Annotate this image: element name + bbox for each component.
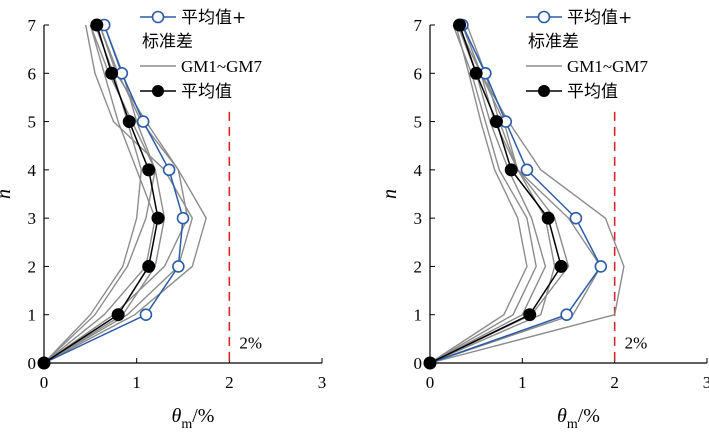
y-tick-label: 5 [414,113,423,132]
point-mean [453,18,467,32]
record-line-gm2 [429,24,602,364]
x-tick-label: 3 [703,373,709,392]
series-line-mean_plus_std [43,24,184,364]
point-mean_plus_std [560,308,573,322]
point-mean [541,211,555,225]
legend-label-mean-plus-std: 平均值+ [181,8,246,28]
point-mean_plus_std [162,163,176,177]
x-tick-label: 1 [518,373,527,392]
y-tick-label: 7 [28,16,37,35]
chart-panel-left: 0 1 2 3 4 5 6 7 0 1 2 3 n θm/% 2% 平均值+ 标准差 GM1~GM7 平均值 [0,8,326,432]
y-tick-label: 0 [28,354,37,373]
point-mean [142,259,156,273]
point-mean_plus_std [139,308,153,322]
point-mean_plus_std [569,211,583,225]
legend-label-mean: 平均值 [567,82,618,102]
x-tick-label: 1 [132,373,141,392]
record-line-gm4 [429,24,547,364]
record-line-gm7 [429,24,528,364]
x-tick-label: 2 [610,373,619,392]
limit-line-label: 2% [625,334,648,353]
x-axis-label-subscript: m [567,417,578,432]
legend-marker-mean [538,85,550,97]
x-tick-label: 2 [225,373,234,392]
record-line-gm6 [43,24,166,364]
record-line-gm5 [429,24,537,364]
point-mean_plus_std [594,260,608,273]
point-mean [90,18,104,32]
y-tick-label: 1 [414,306,423,325]
record-line-gm4 [43,24,143,364]
y-tick-label: 5 [28,113,37,132]
y-tick-label: 2 [28,257,37,276]
point-mean [554,259,568,273]
point-mean_plus_std [172,260,185,273]
point-mean [111,308,125,322]
y-tick-label: 6 [414,64,423,83]
point-mean [142,163,156,177]
x-tick-label: 0 [426,373,435,392]
x-axis-label: θm/% [172,405,215,432]
record-line-gm2 [43,24,189,364]
legend-label-records: GM1~GM7 [567,57,648,76]
point-mean [151,211,165,225]
legend-marker-mean [152,85,164,97]
point-mean_plus_std [176,211,190,225]
point-mean [523,308,537,322]
point-mean [504,163,518,177]
y-tick-label: 2 [414,257,423,276]
y-tick-label: 3 [414,209,423,228]
x-axis-label-unit: /% [192,405,214,427]
x-tick-label: 3 [318,373,327,392]
series-line-mean [43,24,159,364]
y-axis-label: n [0,189,15,199]
y-tick-label: 1 [28,306,37,325]
series-line-mean [429,24,562,364]
y-tick-label: 7 [414,16,423,35]
point-mean [469,66,483,80]
legend-label-mean: 平均值 [181,82,232,102]
x-axis-label-symbol: θ [557,405,567,427]
point-mean [105,66,119,80]
point-mean [489,115,503,129]
series-line-mean_plus_std [429,24,602,364]
point-mean_plus_std [136,115,150,128]
y-tick-label: 3 [28,209,37,228]
x-axis-label-subscript: m [181,417,192,432]
limit-line-label: 2% [239,334,262,353]
record-line-gm3 [429,24,556,364]
y-tick-label: 0 [414,354,423,373]
x-axis-label: θm/% [557,405,600,432]
record-line-gm6 [429,24,570,364]
x-tick-label: 0 [40,373,49,392]
chart-panel-right: 0 1 2 3 4 5 6 7 0 1 2 3 n θm/% 2% 平均值+ 标准差 GM1~GM7 平均值 [379,8,709,432]
legend-label-mean-plus-std-line2: 标准差 [142,32,193,52]
legend-label-records: GM1~GM7 [181,57,262,76]
point-mean_plus_std [520,163,534,177]
legend-label-mean-plus-std: 平均值+ [567,8,632,28]
legend-marker-mean-plus-std [537,10,551,24]
y-tick-label: 6 [28,64,37,83]
point-mean [423,356,437,370]
y-tick-label: 4 [28,161,37,180]
point-mean [37,356,51,370]
y-axis-label: n [379,189,401,199]
x-axis-label-symbol: θ [172,405,182,427]
point-mean [122,115,136,129]
record-line-gm5 [43,24,156,364]
legend-marker-mean-plus-std [151,10,165,24]
y-tick-label: 4 [414,161,423,180]
legend-label-mean-plus-std-line2: 标准差 [528,32,579,52]
legend: 平均值+ 标准差 GM1~GM7 平均值 [526,8,648,102]
record-line-gm7 [43,24,194,364]
legend: 平均值+ 标准差 GM1~GM7 平均值 [140,8,262,102]
x-axis-label-unit: /% [578,405,600,427]
